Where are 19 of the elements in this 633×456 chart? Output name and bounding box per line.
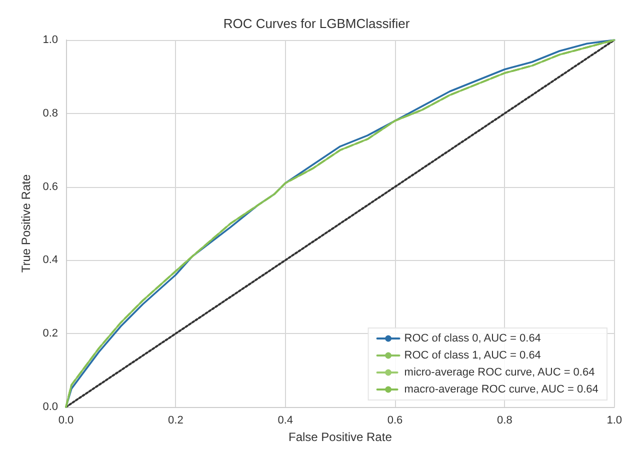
x-tick-label: 1.0: [606, 414, 622, 426]
y-tick-label: 0.0: [42, 401, 58, 413]
y-tick-label: 0.4: [42, 254, 58, 266]
y-tick-label: 0.8: [42, 107, 58, 120]
y-tick-label: 1.0: [42, 34, 58, 46]
y-tick-label: 0.6: [42, 180, 58, 193]
legend-label: micro-average ROC curve, AUC = 0.64: [404, 366, 595, 378]
legend-label: ROC of class 1, AUC = 0.64: [404, 350, 541, 362]
x-tick-label: 0.4: [278, 414, 293, 426]
x-tick-label: 0.0: [58, 414, 74, 426]
x-tick-label: 0.8: [497, 414, 512, 426]
legend-label: macro-average ROC curve, AUC = 0.64: [404, 384, 598, 396]
x-axis-title: False Positive Rate: [288, 430, 392, 444]
x-tick-label: 0.2: [168, 414, 184, 426]
x-tick-label: 0.6: [387, 414, 403, 426]
y-tick-label: 0.2: [42, 328, 58, 340]
legend-label: ROC of class 0, AUC = 0.64: [404, 332, 541, 344]
chart-title: ROC Curves for LGBMClassifier: [223, 16, 410, 31]
y-axis-title: True Positive Rate: [18, 174, 33, 273]
